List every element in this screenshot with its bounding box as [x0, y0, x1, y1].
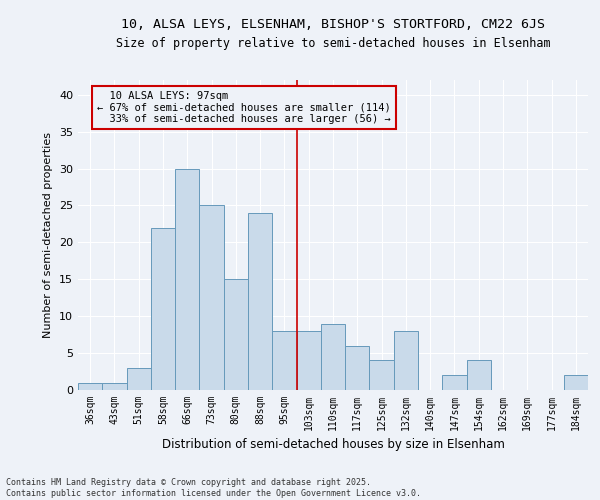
Text: Size of property relative to semi-detached houses in Elsenham: Size of property relative to semi-detach…: [116, 38, 550, 51]
Bar: [370, 360, 394, 390]
Bar: [248, 213, 272, 390]
Bar: [345, 346, 370, 390]
Bar: [127, 368, 151, 390]
Bar: [175, 168, 199, 390]
Bar: [394, 331, 418, 390]
Bar: [442, 375, 467, 390]
Bar: [296, 331, 321, 390]
X-axis label: Distribution of semi-detached houses by size in Elsenham: Distribution of semi-detached houses by …: [161, 438, 505, 452]
Text: 10, ALSA LEYS, ELSENHAM, BISHOP'S STORTFORD, CM22 6JS: 10, ALSA LEYS, ELSENHAM, BISHOP'S STORTF…: [121, 18, 545, 30]
Bar: [564, 375, 588, 390]
Bar: [151, 228, 175, 390]
Bar: [467, 360, 491, 390]
Bar: [78, 382, 102, 390]
Text: Contains HM Land Registry data © Crown copyright and database right 2025.
Contai: Contains HM Land Registry data © Crown c…: [6, 478, 421, 498]
Bar: [321, 324, 345, 390]
Text: 10 ALSA LEYS: 97sqm
← 67% of semi-detached houses are smaller (114)
  33% of sem: 10 ALSA LEYS: 97sqm ← 67% of semi-detach…: [97, 91, 391, 124]
Bar: [224, 280, 248, 390]
Y-axis label: Number of semi-detached properties: Number of semi-detached properties: [43, 132, 53, 338]
Bar: [199, 206, 224, 390]
Bar: [102, 382, 127, 390]
Bar: [272, 331, 296, 390]
